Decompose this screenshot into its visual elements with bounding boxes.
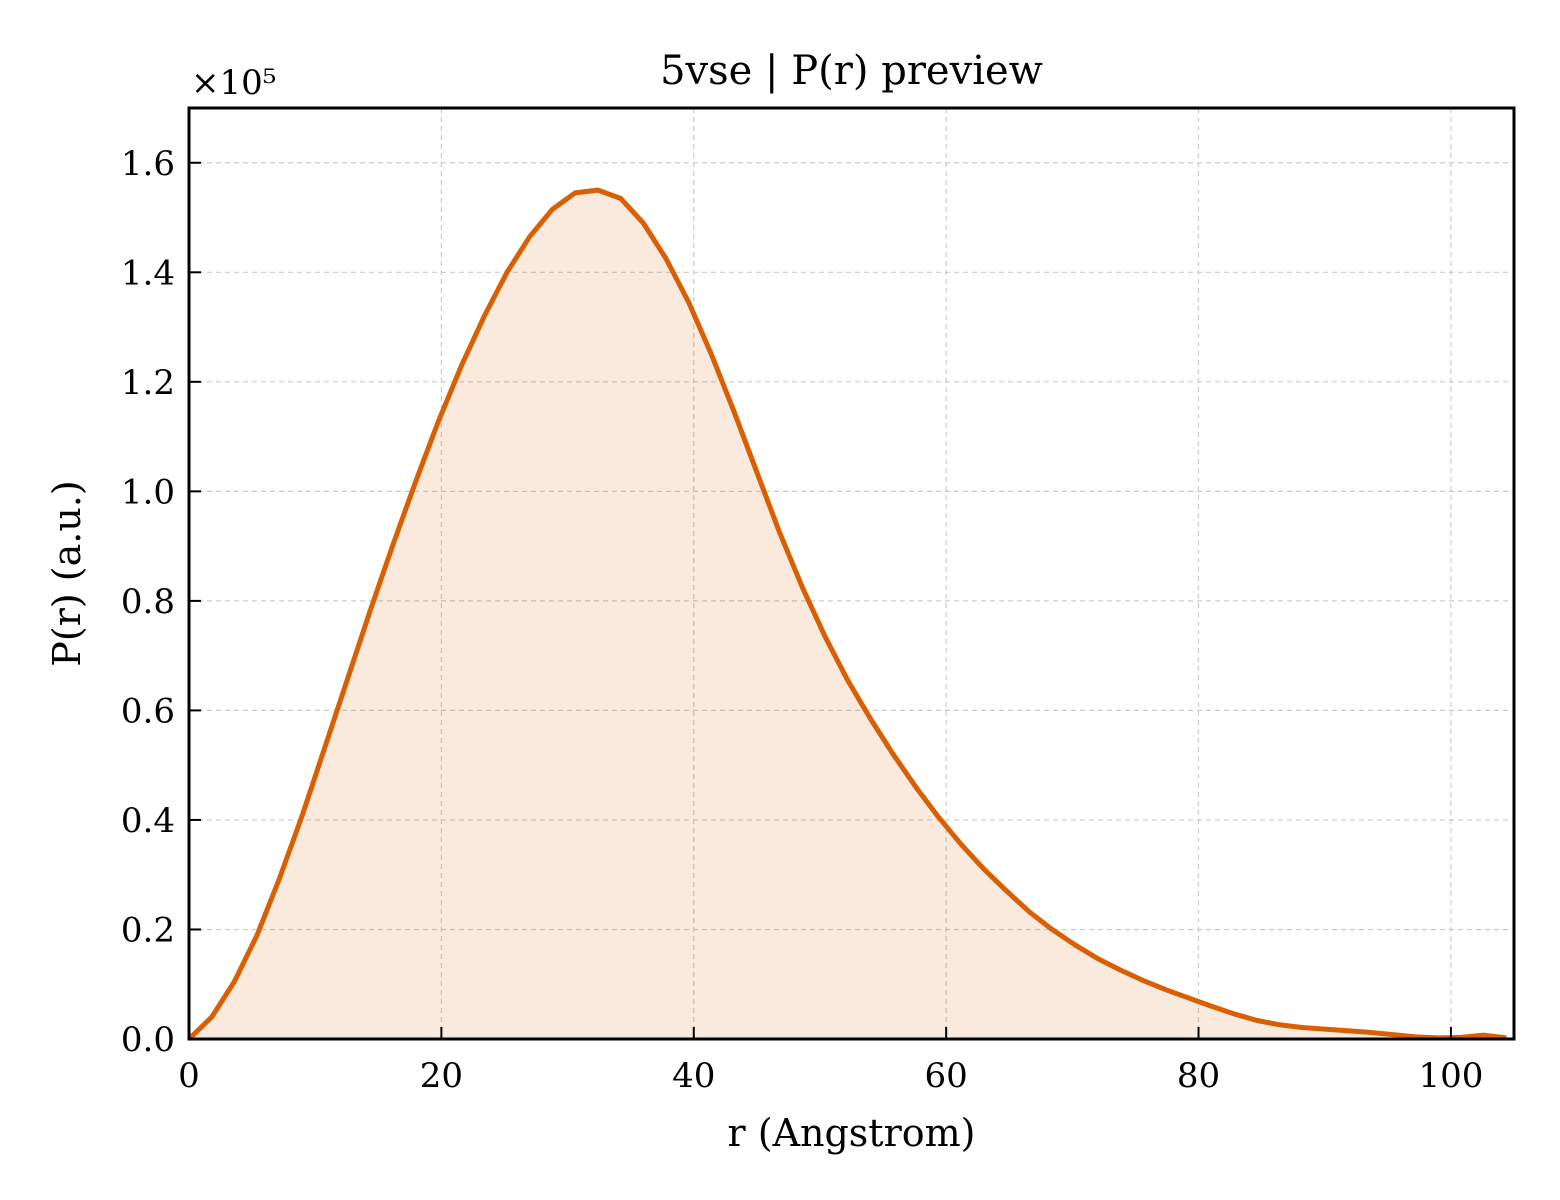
y-tick-label-0.4: 0.4 [121, 801, 175, 841]
chart-title: 5vse | P(r) preview [660, 48, 1043, 94]
y-tick-label-1.2: 1.2 [121, 363, 175, 403]
y-tick-label-1.6: 1.6 [121, 144, 175, 184]
y-axis-label: P(r) (a.u.) [45, 480, 89, 666]
x-tick-label-100: 100 [1418, 1056, 1483, 1096]
y-tick-label-1.0: 1.0 [121, 472, 175, 512]
x-tick-label-20: 20 [420, 1056, 463, 1096]
plot-frame [187, 106, 1516, 1041]
y-tick-label-0.0: 0.0 [121, 1020, 175, 1060]
y-tick-label-1.4: 1.4 [121, 253, 175, 293]
y-tick-label-0.8: 0.8 [121, 582, 175, 622]
pr-area-fill [189, 190, 1507, 1039]
x-axis-label: r (Angstrom) [728, 1111, 976, 1155]
x-axis-ticks: 0 20 40 60 80 100 [178, 1027, 1483, 1096]
x-tick-label-60: 60 [925, 1056, 968, 1096]
y-axis-multiplier: ×10⁵ [191, 63, 276, 103]
x-tick-label-0: 0 [178, 1056, 200, 1096]
y-axis-ticks: 0.0 0.2 0.4 0.6 0.8 1.0 1.2 1.4 1.6 [121, 144, 201, 1060]
x-tick-label-80: 80 [1177, 1056, 1220, 1096]
x-tick-label-40: 40 [672, 1056, 715, 1096]
y-tick-label-0.2: 0.2 [121, 910, 175, 950]
pr-series-line [187, 187, 1507, 1041]
y-tick-label-0.6: 0.6 [121, 691, 175, 731]
